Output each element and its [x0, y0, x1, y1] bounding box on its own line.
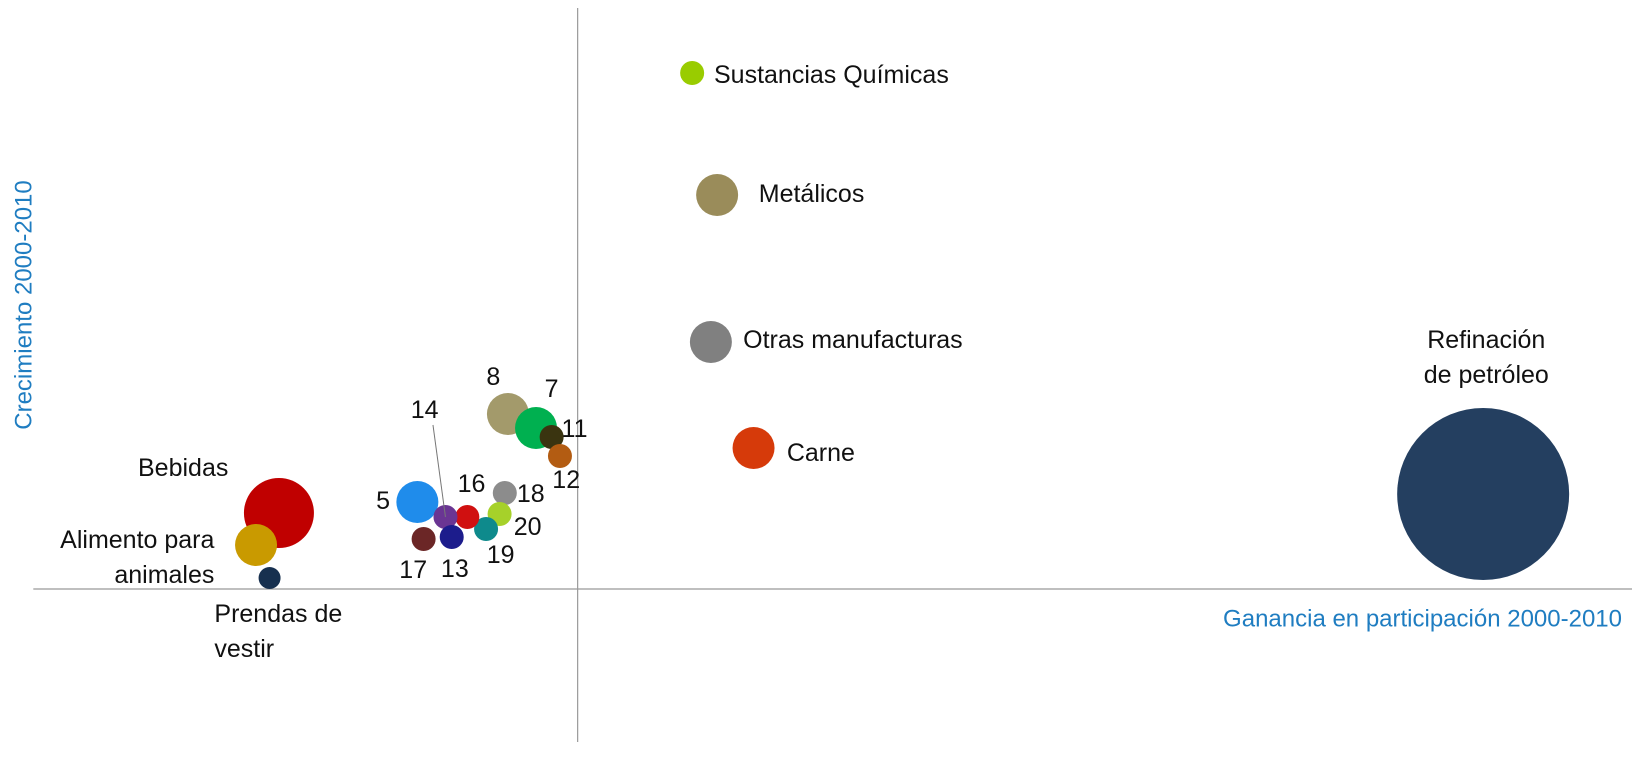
bubble	[696, 174, 739, 216]
bubble	[474, 517, 499, 541]
bubble	[689, 321, 732, 363]
bubble-label: 12	[552, 466, 580, 494]
bubble-label: Metálicos	[759, 180, 865, 208]
bubble	[492, 481, 517, 505]
label-line: vestir	[214, 635, 274, 663]
label-line: 7	[545, 375, 559, 403]
bubble	[258, 567, 281, 589]
bubble-label: Sustancias Químicas	[714, 61, 949, 89]
bubble-label: 17	[399, 556, 427, 584]
bubble-label: 20	[514, 513, 542, 541]
bubble	[1397, 408, 1570, 580]
bubble	[455, 505, 480, 529]
bubble-label: Refinación de petróleo	[1424, 326, 1549, 389]
bubble-label: Bebidas	[138, 454, 228, 482]
label-line: 5	[376, 487, 390, 515]
x-axis-title: Ganancia en participación 2000-2010	[1223, 605, 1622, 632]
bubble	[235, 524, 278, 566]
label-line: animales	[114, 561, 214, 589]
label-line: 8	[486, 363, 500, 391]
label-line: de petróleo	[1424, 361, 1549, 389]
bubble	[396, 481, 439, 523]
bubble	[439, 525, 464, 549]
bubble	[732, 427, 775, 469]
bubble-label: 14	[411, 396, 439, 424]
bubble	[539, 425, 564, 449]
bubble-label: Prendas de vestir	[214, 600, 342, 663]
label-line: Refinación	[1427, 326, 1545, 354]
label-line: Carne	[787, 439, 855, 467]
bubble	[547, 444, 572, 468]
bubble-label: Alimento para animales	[60, 526, 214, 589]
leader-line	[432, 424, 446, 518]
label-line: 19	[487, 541, 515, 569]
label-line: 11	[562, 415, 588, 443]
label-line: Bebidas	[138, 454, 228, 482]
bubble-label: 16	[458, 470, 486, 498]
label-line: Alimento para	[60, 526, 214, 554]
label-line: Otras manufacturas	[743, 326, 963, 354]
bubble-label: 13	[441, 555, 469, 583]
label-line: 17	[399, 556, 427, 584]
label-line: Metálicos	[759, 180, 865, 208]
label-line: Sustancias Químicas	[714, 61, 949, 89]
bubble-label: 8	[486, 363, 500, 391]
label-line: 16	[458, 470, 486, 498]
label-line: 12	[552, 466, 580, 494]
label-line: 13	[441, 555, 469, 583]
label-line: 14	[411, 396, 439, 424]
bubble-label: 11	[562, 415, 588, 443]
bubble-label: 5	[376, 487, 390, 515]
bubble-label: 19	[487, 541, 515, 569]
bubble-label: 18	[517, 480, 545, 508]
y-axis-title: Crecimiento 2000-2010	[10, 180, 37, 429]
bubble	[411, 527, 436, 551]
label-line: 18	[517, 480, 545, 508]
bubble-label: 7	[545, 375, 559, 403]
bubble-label: Otras manufacturas	[743, 326, 963, 354]
bubble	[680, 61, 705, 85]
label-line: Prendas de	[214, 600, 342, 628]
label-line: 20	[514, 513, 542, 541]
bubble-label: Carne	[787, 439, 855, 467]
